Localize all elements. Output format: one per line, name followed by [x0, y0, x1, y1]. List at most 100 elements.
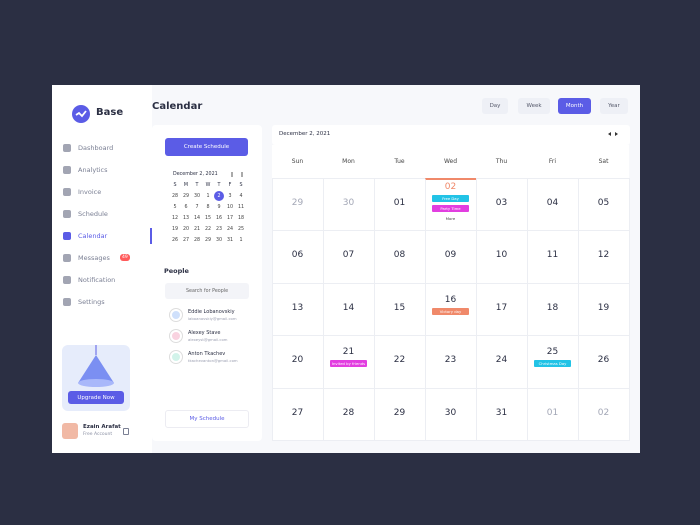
event[interactable]: Free Day [432, 195, 469, 202]
nav-item[interactable]: Dashboard [78, 144, 114, 152]
day-number: 29 [393, 407, 406, 418]
user-avatar [62, 423, 78, 439]
person-email: laboanovskiy@gmail.com [188, 316, 237, 321]
mini-day[interactable]: 25 [237, 226, 245, 232]
calendar-prev[interactable] [606, 132, 611, 136]
event[interactable]: Party Time [432, 205, 469, 212]
mini-day[interactable]: 28 [193, 237, 201, 243]
people-title: People [164, 267, 189, 275]
day-number: 19 [597, 302, 610, 313]
mini-day[interactable]: 18 [237, 215, 245, 221]
view-button[interactable]: Year [600, 98, 628, 114]
mini-day[interactable]: 22 [204, 226, 212, 232]
upgrade-button[interactable]: Upgrade Now [68, 391, 124, 404]
mini-weekday: T [217, 183, 221, 188]
day-number: 13 [291, 302, 304, 313]
nav-item[interactable]: Notification [78, 276, 116, 284]
person-name[interactable]: Alexey Stave [188, 330, 221, 336]
mini-day[interactable]: 11 [237, 204, 245, 210]
day-number: 25 [546, 347, 559, 358]
nav-icon [63, 276, 71, 284]
lamp-illustration [78, 331, 114, 387]
mini-day[interactable]: 17 [226, 215, 234, 221]
nav-item[interactable]: Settings [78, 298, 105, 306]
mini-day[interactable]: 29 [182, 193, 190, 199]
day-number: 28 [342, 407, 355, 418]
event[interactable]: Christmas Day [534, 360, 571, 368]
nav-badge: 49 [120, 254, 130, 261]
view-button[interactable]: Week [518, 98, 550, 114]
day-number: 01 [546, 407, 559, 418]
mini-day[interactable]: 30 [215, 237, 223, 243]
person-name[interactable]: Anton Tkachev [188, 351, 226, 357]
weekday-header: Wed [443, 158, 458, 165]
day-number: 14 [342, 302, 355, 313]
mini-day[interactable]: 24 [226, 226, 234, 232]
mini-weekday: F [228, 183, 232, 188]
nav-item[interactable]: Messages [78, 254, 110, 262]
mini-day[interactable]: 29 [204, 237, 212, 243]
mini-day[interactable]: 10 [226, 204, 234, 210]
mini-day[interactable]: 5 [173, 204, 177, 210]
people-search[interactable]: Search for People [165, 283, 249, 299]
mini-day[interactable]: 2 [214, 191, 224, 201]
calendar-next[interactable] [615, 132, 620, 136]
view-button[interactable]: Month [558, 98, 591, 114]
my-schedule-button[interactable]: My Schedule [165, 410, 249, 428]
mini-day[interactable]: 19 [171, 226, 179, 232]
day-number: 17 [495, 302, 508, 313]
person-avatar [170, 330, 182, 342]
mini-day[interactable]: 31 [226, 237, 234, 243]
person-email: alexeyst@gmail.com [188, 337, 228, 342]
day-number: 07 [342, 250, 355, 261]
nav-icon [63, 232, 71, 240]
event[interactable]: More [432, 215, 469, 222]
mini-day[interactable]: 15 [204, 215, 212, 221]
view-button[interactable]: Day [482, 98, 508, 114]
mini-day[interactable]: 27 [182, 237, 190, 243]
mini-day[interactable]: 1 [239, 237, 243, 243]
mini-day[interactable]: 30 [193, 193, 201, 199]
mini-day[interactable]: 12 [171, 215, 179, 221]
day-number: 06 [291, 250, 304, 261]
day-cell[interactable] [578, 387, 630, 441]
mini-day[interactable]: 4 [239, 193, 243, 199]
day-number: 12 [597, 250, 610, 261]
mini-day[interactable]: 6 [184, 204, 188, 210]
logout-icon[interactable] [123, 428, 129, 435]
nav-icon [63, 188, 71, 196]
day-number: 05 [597, 198, 610, 208]
event[interactable]: Invited by friends [330, 360, 367, 368]
day-number: 02 [444, 182, 457, 192]
nav-item[interactable]: Schedule [78, 210, 108, 218]
event[interactable]: Victory day [432, 307, 469, 315]
mini-day[interactable]: 3 [228, 193, 232, 199]
mini-day[interactable]: 8 [206, 204, 210, 210]
mini-weekday: S [173, 183, 177, 188]
nav-item[interactable]: Analytics [78, 166, 108, 174]
nav-item[interactable]: Calendar [78, 232, 108, 240]
mini-day[interactable]: 13 [182, 215, 190, 221]
day-number: 27 [291, 407, 304, 418]
nav-item[interactable]: Invoice [78, 188, 102, 196]
day-number: 20 [291, 355, 304, 366]
mini-day[interactable]: 14 [193, 215, 201, 221]
mini-day[interactable]: 20 [182, 226, 190, 232]
create-schedule-button[interactable]: Create Schedule [165, 138, 248, 156]
mini-day[interactable]: 16 [215, 215, 223, 221]
mini-calendar-nav[interactable] [231, 172, 243, 177]
mini-day[interactable]: 23 [215, 226, 223, 232]
mini-day[interactable]: 21 [193, 226, 201, 232]
day-number: 18 [546, 302, 559, 313]
day-number: 15 [393, 302, 406, 313]
left-panel: Create Schedule December 2, 2021 S M T W T F S 28… [152, 125, 262, 441]
mini-day[interactable]: 1 [206, 193, 210, 199]
user-plan: Free Account [83, 432, 113, 437]
person-name[interactable]: Eddie Lobanovskiy [188, 309, 235, 315]
mini-day[interactable]: 9 [217, 204, 221, 210]
weekday-header: Tue [394, 158, 405, 165]
mini-day[interactable]: 26 [171, 237, 179, 243]
mini-day[interactable]: 7 [195, 204, 199, 210]
mini-day[interactable]: 28 [171, 193, 179, 199]
